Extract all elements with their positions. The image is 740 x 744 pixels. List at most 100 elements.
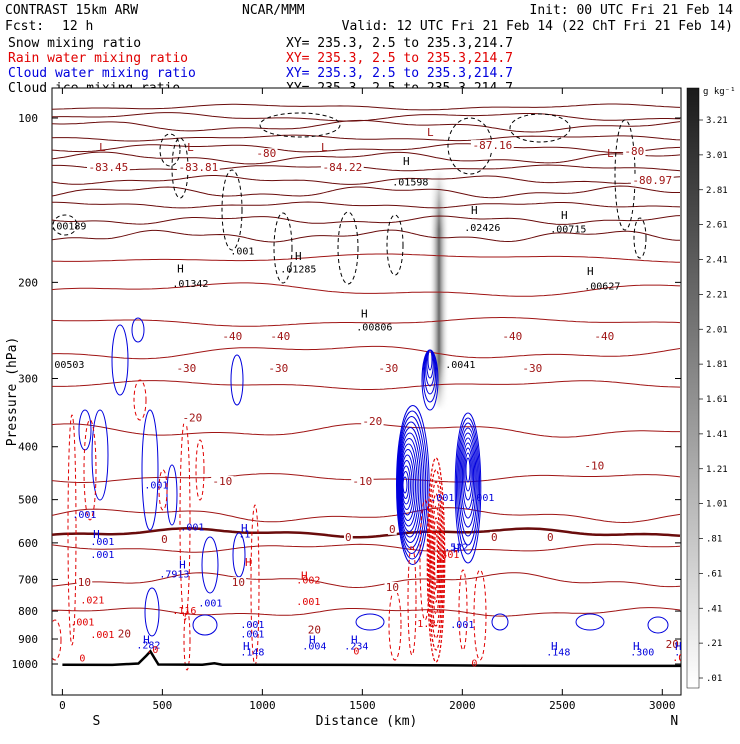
value-label: .00627 [584, 281, 620, 292]
extremum-marker: H [361, 308, 368, 321]
temperature-label: -80.97 [632, 174, 672, 187]
value-label: .812 [674, 648, 698, 659]
temperature-label-bg [181, 412, 204, 424]
cloud-water-core [461, 442, 475, 510]
y-tick-label: 500 [18, 494, 38, 507]
temperature-label: 20 [308, 624, 321, 637]
isentrope [52, 175, 681, 185]
x-tick-label: 2500 [549, 699, 576, 712]
temperature-label-bg [351, 475, 374, 487]
valid-time: Valid: 12 UTC Fri 21 Feb 14 (22 ChT Fri … [342, 19, 733, 34]
value-label: 401 [441, 550, 459, 561]
value-label: .1 [238, 529, 250, 540]
temperature-label: 10 [232, 576, 245, 589]
rain-core [431, 505, 441, 615]
value-label: .01598 [392, 178, 428, 189]
isotherm [52, 507, 681, 524]
value-label: .001 [450, 620, 474, 631]
isotherm [52, 317, 681, 327]
colorbar-label: .81 [706, 535, 722, 545]
cloud-water-contour [575, 613, 605, 631]
value-label: .001 [90, 630, 114, 641]
y-tick-label: 100 [18, 112, 38, 125]
y-tick-label: 700 [18, 573, 38, 586]
y-tick-label: 400 [18, 441, 38, 454]
ice-contour [633, 217, 647, 259]
extremum-marker: H [179, 558, 186, 571]
plot-frame [51, 87, 682, 696]
plot-area: -83.45 -83.81 -80 -84.22 -87.16 -80 -80.97 -40 -… [50, 103, 698, 671]
x-tick-label: 0 [59, 699, 66, 712]
extremum-marker: H [177, 263, 184, 276]
terrain-line [62, 649, 681, 668]
value-label: .004 [302, 641, 326, 652]
value-label: .116 [172, 606, 196, 617]
rain-contour [67, 414, 77, 646]
colorbar-label: 2.21 [706, 290, 728, 300]
extremum-marker: H [301, 569, 308, 582]
value-label: .282 [136, 641, 160, 652]
x-tick-label: 2000 [449, 699, 476, 712]
extremum-marker: H [551, 640, 558, 653]
x-tick-label: 1000 [249, 699, 276, 712]
isotherm [52, 543, 681, 553]
extremum-marker: H [241, 522, 248, 535]
cloud-water-contour [192, 614, 218, 636]
value-label: .00715 [550, 224, 586, 235]
temperature-label-bg [501, 330, 524, 342]
isotherm [52, 253, 681, 263]
isentrope [52, 185, 680, 199]
temperature-label-bg [387, 523, 397, 535]
cloud-water-contour [131, 317, 145, 343]
extremum-marker: L [607, 147, 614, 160]
cloud-water-core [396, 405, 430, 565]
x-tick-label: 3000 [649, 699, 676, 712]
temperature-label-bg [320, 161, 364, 173]
colorbar-label: 1.41 [706, 430, 728, 440]
legend-snow: Snow mixing ratio [8, 36, 141, 51]
ice-contour [273, 212, 293, 284]
value-label: .00189 [50, 221, 86, 232]
value-label: .7913 [159, 570, 189, 581]
extremum-marker: H [309, 633, 316, 646]
extremum-marker: H [243, 640, 250, 653]
rain-core [429, 481, 443, 639]
temperature-label: -40 [222, 330, 242, 343]
south-label: S [92, 714, 100, 729]
temperature-label: 0 [345, 531, 352, 544]
cloud-water-core [460, 437, 476, 519]
temperature-label-bg [76, 577, 93, 589]
isentrope [52, 134, 681, 142]
cloud-water-contour [166, 464, 178, 526]
legend-rain: Rain water mixing ratio [8, 51, 188, 66]
ice-contour [386, 214, 404, 276]
value-label: .01285 [280, 265, 316, 276]
isotherm [52, 282, 681, 297]
cloud-water-contour [232, 532, 246, 578]
y-tick-label: 900 [18, 633, 38, 646]
temperature-label-bg [116, 628, 133, 640]
extremum-marker: L [187, 141, 194, 154]
rain-contour [183, 609, 191, 671]
colorbar-label: .21 [706, 639, 722, 649]
value-label: .001 [90, 550, 114, 561]
value-label: .300 [630, 648, 654, 659]
value-label: .001 [180, 523, 204, 534]
temperature-label-bg [175, 363, 198, 375]
y-tick-label: 200 [18, 276, 38, 289]
isotherm [52, 380, 681, 390]
ice-contour [159, 133, 181, 167]
extremum-marker: H [93, 528, 100, 541]
legend-rain-xy: XY= 235.3, 2.5 to 235.3,214.7 [286, 51, 513, 66]
isotherm [52, 572, 681, 589]
fcst-label: Fcst: [5, 19, 44, 34]
temperature-label-bg [470, 140, 514, 152]
colorbar-label: 2.01 [706, 325, 728, 335]
temperature-label-bg [377, 363, 400, 375]
colorbar-label: 1.61 [706, 395, 728, 405]
temperature-label-bg [221, 330, 244, 342]
temperature-label-bg [267, 363, 290, 375]
value-label: .021 [80, 596, 104, 607]
